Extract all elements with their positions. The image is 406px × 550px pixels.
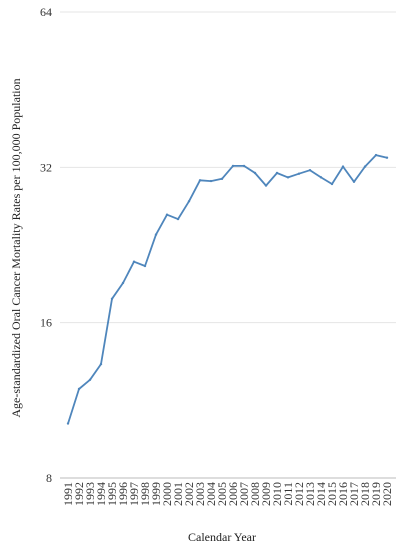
data-point <box>286 176 290 179</box>
data-point <box>242 164 246 168</box>
x-tick-label: 2006 <box>226 482 240 506</box>
data-point <box>88 378 92 381</box>
data-point <box>275 171 279 175</box>
x-tick-label: 2000 <box>160 482 174 506</box>
x-tick-label: 2012 <box>292 482 306 506</box>
data-point <box>143 264 147 268</box>
data-point <box>319 176 323 179</box>
x-tick-label: 2013 <box>303 482 317 506</box>
x-tick-label: 2003 <box>193 482 207 506</box>
y-tick-label: 16 <box>40 316 52 330</box>
y-tick-label: 32 <box>40 160 52 174</box>
data-point <box>154 233 158 236</box>
series-line-0 <box>67 154 388 424</box>
data-point <box>363 165 367 168</box>
x-tick-label: 1999 <box>149 482 163 506</box>
x-tick-label: 2015 <box>325 482 339 506</box>
x-tick-label: 2019 <box>369 482 383 506</box>
x-tick-label: 2016 <box>336 482 350 506</box>
data-point <box>110 297 114 300</box>
y-tick-label: 64 <box>40 5 52 19</box>
x-tick-label: 1998 <box>138 482 152 506</box>
x-tick-label: 2004 <box>204 482 218 506</box>
x-tick-label: 2010 <box>270 482 284 506</box>
data-point <box>253 171 257 175</box>
data-point <box>264 184 268 187</box>
x-axis-title: Calendar Year <box>188 530 256 544</box>
x-tick-label: 1996 <box>116 482 130 506</box>
x-tick-label: 1994 <box>94 482 108 506</box>
data-point <box>297 172 301 175</box>
y-axis-title: Age-standardized Oral Cancer Mortality R… <box>9 78 23 417</box>
grid-lines <box>60 11 396 324</box>
data-point <box>352 180 356 183</box>
data-point <box>187 200 191 203</box>
x-tick-label: 2018 <box>358 482 372 506</box>
data-point <box>330 182 334 186</box>
data-point <box>385 156 389 159</box>
data-point <box>209 179 213 183</box>
x-tick-label: 2009 <box>259 482 273 506</box>
x-tick-label: 1995 <box>105 482 119 506</box>
data-point <box>308 168 312 172</box>
x-tick-label: 1991 <box>61 482 75 506</box>
x-tick-labels: 1991199219931994199519961997199819992000… <box>61 482 394 506</box>
x-tick-label: 2007 <box>237 482 251 506</box>
x-tick-label: 2005 <box>215 482 229 506</box>
data-point <box>121 281 125 285</box>
data-point <box>341 165 345 168</box>
data-point <box>176 217 180 221</box>
y-tick-label: 8 <box>46 471 52 485</box>
x-tick-label: 2014 <box>314 482 328 506</box>
series-group <box>66 153 389 425</box>
y-tick-labels: 8 16 32 64 <box>40 5 52 485</box>
data-point <box>165 213 169 216</box>
x-tick-label: 1992 <box>72 482 86 506</box>
data-point <box>66 422 70 425</box>
data-point <box>374 153 378 157</box>
x-tick-label: 2017 <box>347 482 361 506</box>
data-point <box>99 362 103 366</box>
data-point <box>220 177 224 181</box>
data-point <box>77 387 81 391</box>
data-point <box>132 260 136 263</box>
data-point <box>231 164 235 168</box>
x-tick-label: 2002 <box>182 482 196 506</box>
x-tick-label: 1993 <box>83 482 97 506</box>
x-tick-label: 2001 <box>171 482 185 506</box>
x-tick-label: 2020 <box>380 482 394 506</box>
x-tick-label: 1997 <box>127 482 141 506</box>
data-point <box>198 179 202 182</box>
x-tick-label: 2011 <box>281 482 295 506</box>
x-tick-label: 2008 <box>248 482 262 506</box>
